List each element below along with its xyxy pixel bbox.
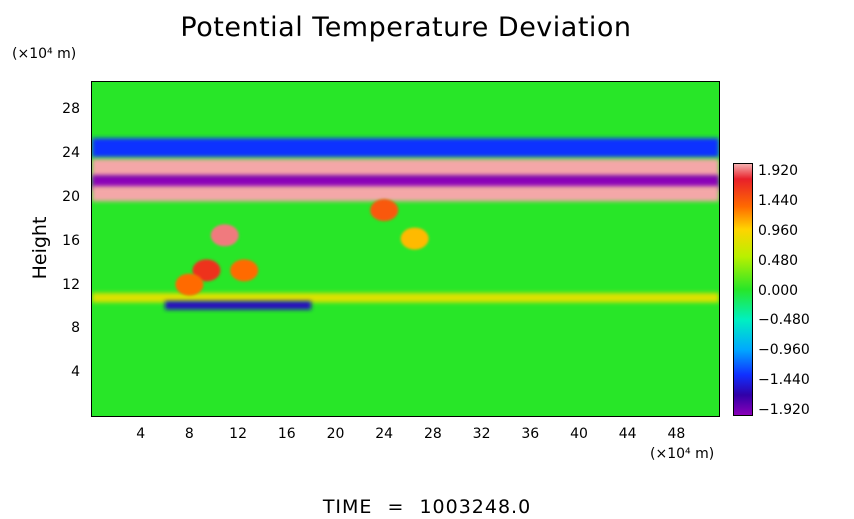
heatmap-blob: [175, 273, 204, 296]
time-readout: TIME = 1003248.0: [0, 496, 854, 518]
heatmap-band: [92, 186, 719, 202]
colorbar-label: 0.000: [758, 282, 799, 299]
chart-title: Potential Temperature Deviation: [180, 12, 632, 43]
colorbar-label: −0.960: [758, 342, 810, 359]
colorbar-label: −0.480: [758, 312, 810, 329]
x-tick-label: 48: [667, 426, 686, 442]
heatmap-blob: [370, 199, 399, 222]
y-tick-label: 28: [62, 101, 80, 118]
heatmap-blob: [400, 227, 429, 250]
time-label: TIME: [322, 496, 373, 518]
time-value: 1003248.0: [419, 496, 532, 518]
y-tick-label: 8: [71, 320, 80, 337]
heatmap-blob: [210, 224, 239, 247]
y-tick-label: 20: [62, 188, 80, 205]
x-tick-label: 40: [570, 426, 588, 442]
y-tick-label: 12: [62, 276, 80, 293]
x-tick-label: 32: [472, 426, 491, 442]
heatmap-band: [92, 138, 719, 158]
colorbar: [733, 163, 753, 416]
x-tick-label: 4: [136, 426, 146, 442]
x-axis-unit: (×10⁴ m): [650, 446, 715, 462]
heatmap-band: [92, 292, 719, 303]
x-tick-label: 44: [618, 426, 637, 442]
y-tick-label: 16: [62, 232, 80, 249]
heatmap-band: [165, 301, 312, 310]
heatmap-blob: [192, 259, 221, 282]
heatmap-blob: [230, 259, 259, 282]
x-tick-label: 12: [229, 426, 248, 442]
heatmap-plot-area: [91, 81, 720, 417]
y-axis-unit: (×10⁴ m): [12, 46, 77, 62]
y-tick-label: 24: [62, 145, 80, 162]
x-tick-label: 28: [423, 426, 442, 442]
colorbar-label: −1.440: [758, 372, 810, 389]
colorbar-label: −1.920: [758, 402, 810, 418]
colorbar-label: 0.960: [758, 222, 799, 239]
colorbar-label: 0.480: [758, 252, 799, 269]
x-tick-label: 20: [326, 426, 345, 442]
x-tick-label: 36: [521, 426, 540, 442]
x-tick-label: 24: [375, 426, 394, 442]
heatmap-band: [92, 158, 719, 179]
colorbar-label: 1.920: [758, 163, 799, 179]
x-tick-label: 16: [277, 426, 296, 442]
y-tick-label: 4: [71, 364, 80, 381]
colorbar-label: 1.440: [758, 192, 799, 209]
x-tick-label: 8: [184, 426, 194, 442]
time-equals: =: [387, 496, 405, 518]
heatmap-field: [92, 82, 719, 416]
